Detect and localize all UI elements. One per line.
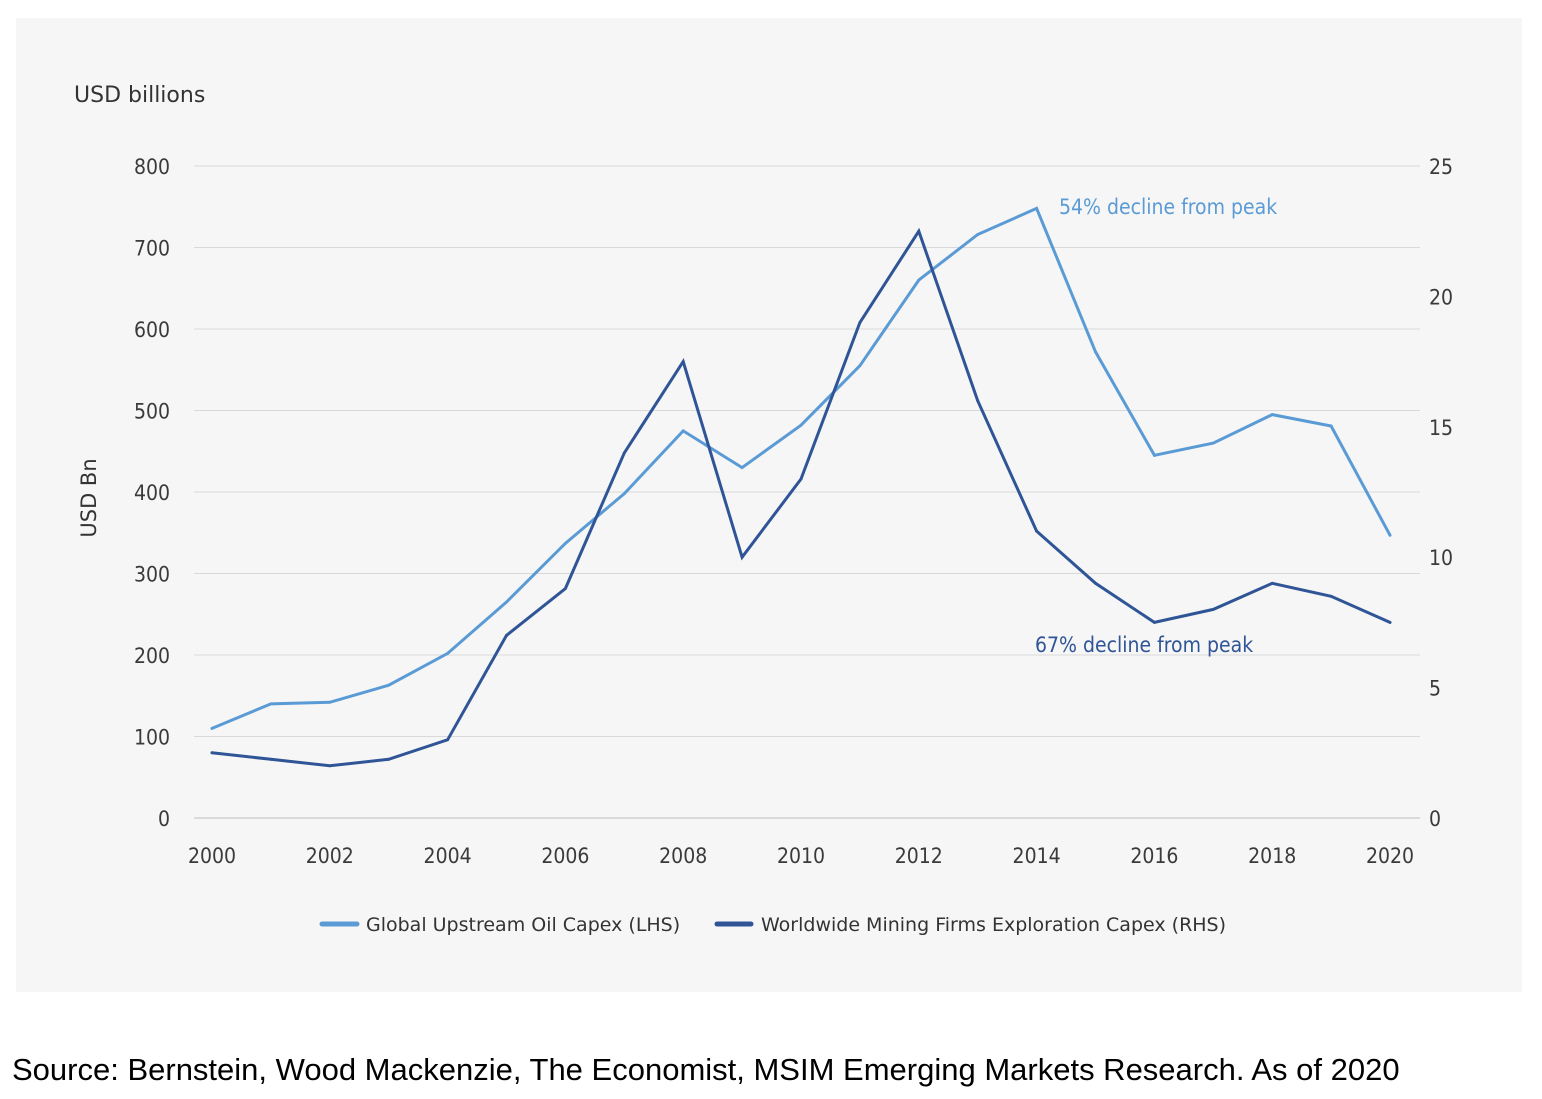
y-right-tick-label: 15 <box>1429 416 1453 440</box>
point-oil-capex <box>622 492 626 496</box>
point-oil-capex <box>917 278 921 282</box>
y-axis-title: USD Bn <box>77 458 101 537</box>
point-oil-capex <box>269 702 273 706</box>
x-tick-label: 2018 <box>1248 844 1296 868</box>
point-mining-capex <box>210 751 214 755</box>
point-mining-capex <box>387 757 391 761</box>
x-tick-label: 2000 <box>188 844 236 868</box>
point-oil-capex <box>387 683 391 687</box>
point-mining-capex <box>1211 607 1215 611</box>
point-mining-capex <box>1094 581 1097 585</box>
y-right-tick-label: 10 <box>1429 546 1453 570</box>
y-left-tick-label: 200 <box>134 644 170 668</box>
y-left-tick-label: 100 <box>134 726 170 750</box>
point-oil-capex <box>1153 453 1156 457</box>
x-tick-label: 2010 <box>777 844 825 868</box>
legend: Global Upstream Oil Capex (LHS) Worldwid… <box>319 914 1226 936</box>
y-left-tick-label: 300 <box>134 563 170 587</box>
x-tick-label: 2006 <box>541 844 589 868</box>
x-tick-label: 2020 <box>1366 844 1414 868</box>
point-oil-capex <box>1329 424 1333 428</box>
point-oil-capex <box>1388 533 1392 537</box>
x-tick-label: 2004 <box>424 844 472 868</box>
left-axis-ticks: 0 100 200 300 400 500 600 700 800 <box>134 155 170 831</box>
gridlines <box>194 165 1420 819</box>
chart-svg: USD billions USD Bn 01002003004005006007… <box>74 83 1453 936</box>
point-oil-capex <box>564 541 567 545</box>
point-mining-capex <box>446 738 449 742</box>
point-mining-capex <box>1153 621 1156 624</box>
point-oil-capex <box>1035 206 1038 210</box>
y-left-tick-label: 400 <box>134 481 170 505</box>
point-mining-capex <box>622 451 626 455</box>
point-mining-capex <box>917 229 921 233</box>
x-tick-label: 2014 <box>1013 844 1061 868</box>
point-oil-capex <box>740 466 744 469</box>
point-mining-capex <box>1329 594 1333 598</box>
y-left-tick-label: 800 <box>134 155 170 179</box>
x-tick-label: 2012 <box>895 844 943 868</box>
chart-panel: USD billions USD Bn 0 100 200 300 400 500 600 7… <box>16 18 1522 992</box>
point-mining-capex <box>564 587 567 590</box>
y-right-tick-label: 5 <box>1429 677 1441 701</box>
unit-label: USD billions <box>74 83 205 108</box>
x-axis-ticks: 2000 2002 2004 2006 2008 2010 2012 2014 2016 2018… <box>188 844 1414 868</box>
point-oil-capex <box>858 364 862 368</box>
point-mining-capex <box>505 634 508 637</box>
point-mining-capex <box>976 399 980 403</box>
y-left-tick-label: 700 <box>134 237 170 261</box>
point-oil-capex <box>1270 413 1274 416</box>
point-oil-capex <box>1094 350 1097 354</box>
point-mining-capex <box>1035 529 1038 533</box>
x-tick-label: 2016 <box>1130 844 1178 868</box>
y-right-tick-label: 20 <box>1429 285 1453 309</box>
y-right-tick-label: 25 <box>1429 155 1453 179</box>
right-axis-ticks: 0 5 10 15 20 25 <box>1429 155 1453 831</box>
annotation-oil-decline: 54% decline from peak <box>1059 195 1277 219</box>
point-oil-capex <box>799 423 803 427</box>
point-oil-capex <box>1211 441 1215 445</box>
point-oil-capex <box>976 233 980 236</box>
point-mining-capex <box>1270 581 1274 585</box>
point-oil-capex <box>446 651 449 655</box>
point-mining-capex <box>1388 621 1392 624</box>
source-note: Source: Bernstein, Wood Mackenzie, The E… <box>12 1052 1400 1087</box>
point-mining-capex <box>740 555 744 559</box>
point-oil-capex <box>505 600 508 604</box>
point-oil-capex <box>681 429 685 433</box>
y-right-tick-label: 0 <box>1429 807 1441 831</box>
y-left-tick-label: 500 <box>134 400 170 424</box>
y-left-tick-label: 0 <box>158 807 170 831</box>
y-left-tick-label: 600 <box>134 318 170 342</box>
point-mining-capex <box>328 764 332 768</box>
point-mining-capex <box>269 757 273 761</box>
x-tick-label: 2008 <box>659 844 707 868</box>
point-mining-capex <box>799 477 803 481</box>
legend-label-mining: Worldwide Mining Firms Exploration Capex… <box>761 914 1226 936</box>
point-oil-capex <box>328 700 332 704</box>
x-tick-label: 2002 <box>306 844 354 868</box>
legend-label-oil: Global Upstream Oil Capex (LHS) <box>366 914 680 936</box>
point-mining-capex <box>681 360 685 363</box>
point-mining-capex <box>858 321 862 324</box>
annotation-mining-decline: 67% decline from peak <box>1035 633 1253 657</box>
series-layer <box>210 206 1392 768</box>
point-oil-capex <box>210 726 214 730</box>
